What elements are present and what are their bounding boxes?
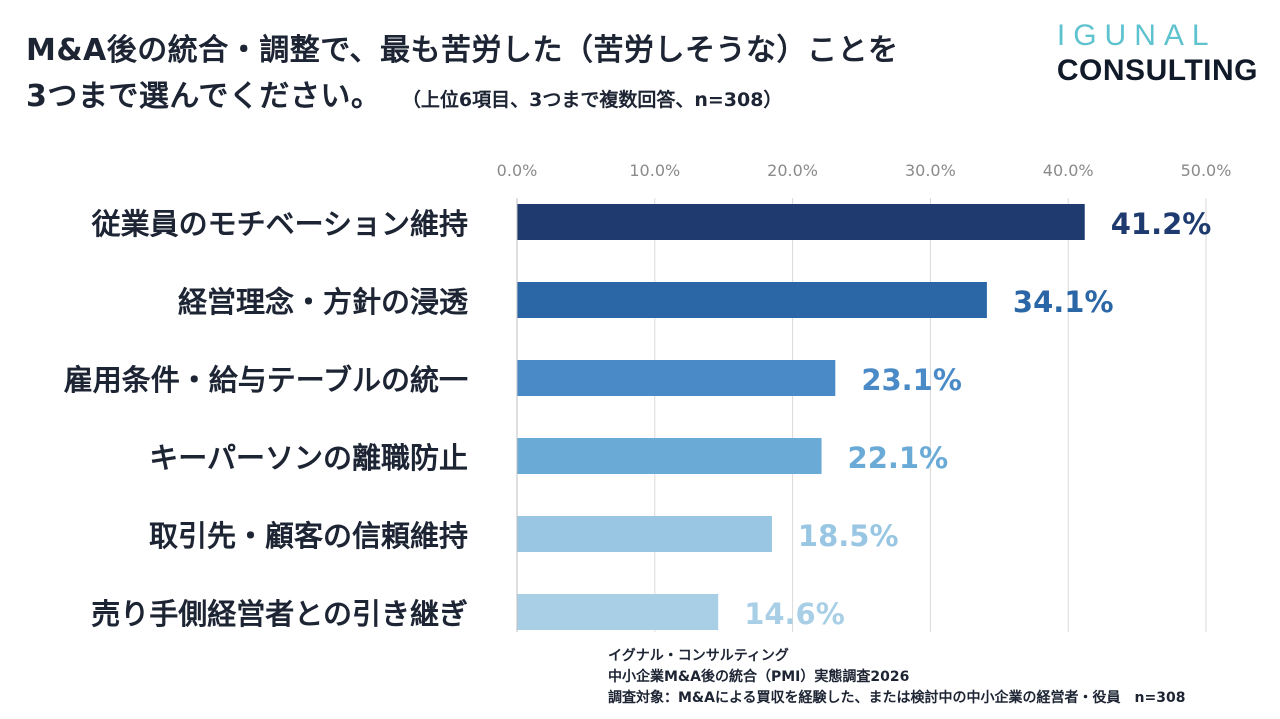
category-label: 売り手側経営者との引き継ぎ: [91, 597, 468, 631]
title-line1: M&A後の統合・調整で、最も苦労した（苦労しそうな）ことを: [26, 33, 899, 68]
title-note: （上位6項目、3つまで複数回答、n=308）: [411, 89, 783, 111]
category-label: 雇用条件・給与テーブルの統一: [64, 363, 468, 397]
data-label: 41.2%: [1111, 207, 1212, 241]
data-label: 34.1%: [1013, 285, 1114, 319]
data-label: 22.1%: [848, 441, 949, 475]
x-tick-label: 30.0%: [905, 161, 956, 180]
footer-line2: 中小企業M&A後の統合（PMI）実態調査2026: [608, 669, 910, 685]
category-label: キーパーソンの離職防止: [149, 441, 468, 475]
data-label: 23.1%: [861, 363, 962, 397]
data-label: 18.5%: [798, 519, 899, 553]
bar: [517, 204, 1085, 240]
igunal-consulting-logo: IGUNAL CONSULTING: [1057, 18, 1258, 88]
category-label: 取引先・顧客の信頼維持: [149, 519, 468, 553]
footer-line3: 調査対象：M&Aによる買収を経験した、または検討中の中小企業の経営者・役員 n=…: [608, 690, 1186, 706]
x-tick-label: 0.0%: [497, 161, 538, 180]
logo-line1: IGUNAL: [1056, 19, 1217, 52]
bar: [517, 360, 836, 396]
source-footer: イグナル・コンサルティング 中小企業M&A後の統合（PMI）実態調査2026 調…: [608, 646, 1185, 709]
category-label: 従業員のモチベーション維持: [91, 207, 468, 241]
x-tick-label: 40.0%: [1043, 161, 1094, 180]
logo-line2: CONSULTING: [1056, 54, 1258, 87]
x-tick-label: 10.0%: [629, 161, 680, 180]
x-tick-label: 50.0%: [1181, 161, 1232, 180]
bar: [517, 438, 822, 474]
chart-title: M&A後の統合・調整で、最も苦労した（苦労しそうな）ことを 3つまで選んでくださ…: [26, 28, 899, 123]
bar: [517, 516, 772, 552]
bar: [517, 282, 987, 318]
bar: [517, 594, 719, 630]
data-label: 14.6%: [744, 597, 845, 631]
title-line2-wrap: 3つまで選んでください。 （上位6項目、3つまで複数回答、n=308）: [26, 74, 899, 123]
category-label: 経営理念・方針の浸透: [178, 285, 469, 319]
footer-line1: イグナル・コンサルティング: [608, 648, 789, 664]
title-line2: 3つまで選んでください。: [26, 79, 382, 114]
x-tick-label: 20.0%: [767, 161, 818, 180]
